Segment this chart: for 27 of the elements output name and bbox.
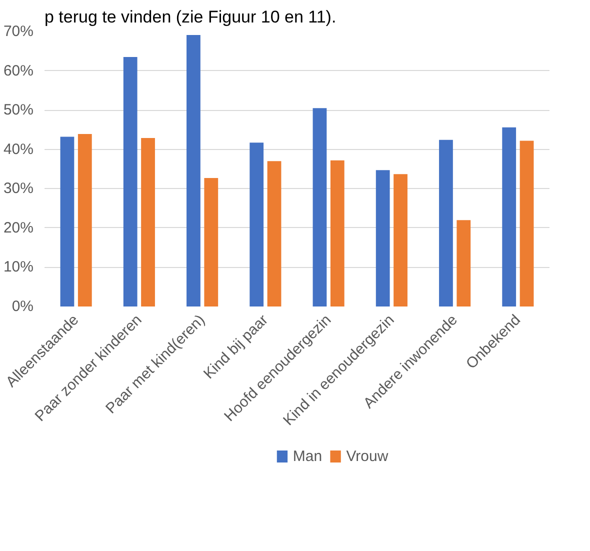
y-tick-label: 20% (3, 219, 34, 236)
bar (141, 138, 155, 306)
legend-label: Man (292, 448, 322, 465)
bar (520, 140, 534, 306)
bar (456, 220, 471, 306)
bar (186, 35, 200, 306)
bar (330, 160, 344, 306)
y-tick-label: 50% (3, 102, 34, 119)
bar (267, 161, 282, 306)
bar (78, 134, 92, 306)
y-tick-label: 0% (12, 298, 34, 315)
bar (250, 142, 264, 306)
y-tick-label: 40% (3, 140, 34, 158)
bar (439, 140, 453, 306)
bar (60, 136, 74, 306)
bar (394, 174, 408, 306)
bar (312, 108, 327, 306)
y-tick-label: 10% (3, 258, 34, 276)
y-tick-label: 60% (3, 62, 34, 80)
y-tick-label: 30% (3, 180, 34, 198)
legend-label: Vrouw (346, 448, 388, 465)
y-tick-label: 70% (3, 23, 34, 40)
bar (502, 127, 516, 306)
text: p terug te vinden (zie Figuur 10 en 11). (44, 8, 336, 26)
bar (376, 170, 390, 306)
bar (123, 57, 138, 306)
bar (204, 178, 218, 306)
